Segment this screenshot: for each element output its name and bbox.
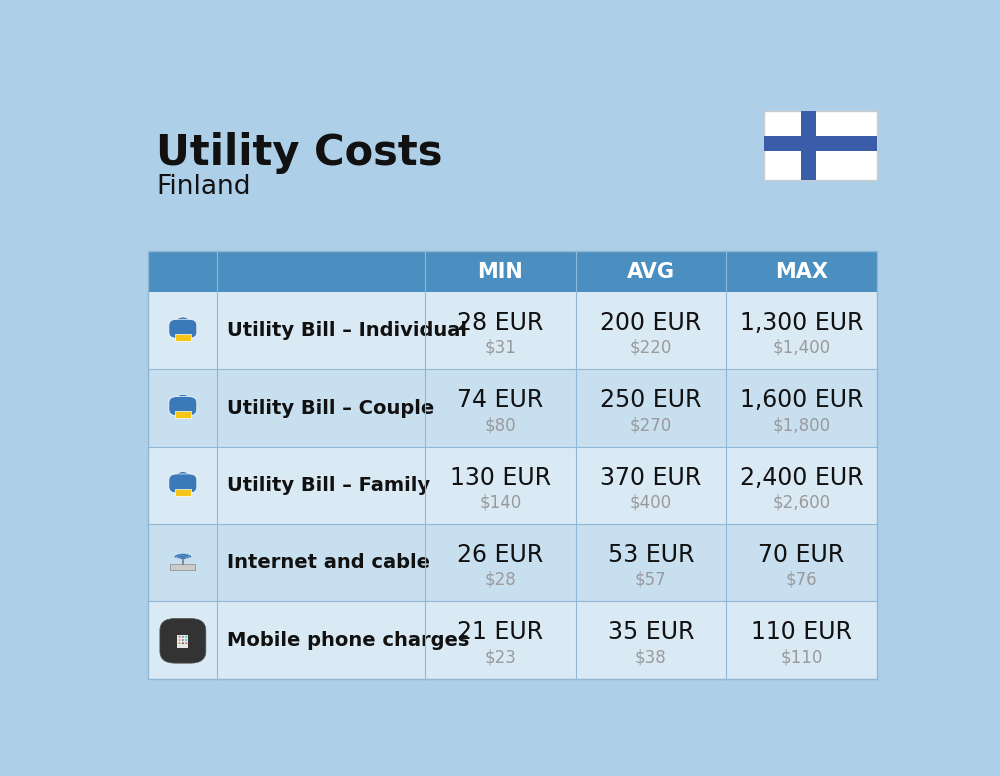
Text: 1,300 EUR: 1,300 EUR	[740, 311, 863, 335]
Text: $31: $31	[484, 339, 516, 357]
Text: $76: $76	[786, 570, 817, 589]
Text: AVG: AVG	[627, 262, 675, 282]
Text: MAX: MAX	[775, 262, 828, 282]
Bar	[764, 111, 877, 180]
FancyBboxPatch shape	[160, 618, 206, 663]
Bar	[148, 251, 877, 292]
FancyBboxPatch shape	[169, 397, 197, 416]
Bar	[148, 601, 877, 679]
Text: 28 EUR: 28 EUR	[457, 311, 544, 335]
Text: Utility Bill – Family: Utility Bill – Family	[227, 476, 430, 495]
Text: $80: $80	[485, 416, 516, 434]
Bar	[801, 111, 816, 180]
Text: 35 EUR: 35 EUR	[608, 620, 694, 644]
Circle shape	[185, 643, 187, 644]
Text: 250 EUR: 250 EUR	[600, 388, 702, 412]
Bar	[170, 564, 195, 570]
Text: Utility Bill – Individual: Utility Bill – Individual	[227, 321, 467, 340]
Text: 21 EUR: 21 EUR	[457, 620, 543, 644]
Text: Mobile phone charges: Mobile phone charges	[227, 631, 469, 650]
Text: 70 EUR: 70 EUR	[758, 543, 845, 567]
Text: $110: $110	[780, 648, 823, 666]
Bar	[175, 489, 191, 496]
Bar	[148, 251, 877, 679]
Text: 130 EUR: 130 EUR	[450, 466, 551, 490]
Circle shape	[182, 636, 184, 638]
Text: $1,400: $1,400	[772, 339, 831, 357]
FancyBboxPatch shape	[169, 319, 197, 338]
Circle shape	[175, 472, 190, 483]
Circle shape	[185, 639, 187, 641]
Text: MIN: MIN	[477, 262, 523, 282]
Text: 110 EUR: 110 EUR	[751, 620, 852, 644]
Text: 370 EUR: 370 EUR	[600, 466, 702, 490]
Text: $220: $220	[630, 339, 672, 357]
Text: $2,600: $2,600	[772, 494, 831, 511]
Text: 2,400 EUR: 2,400 EUR	[740, 466, 863, 490]
Circle shape	[175, 394, 190, 406]
Text: 53 EUR: 53 EUR	[608, 543, 694, 567]
Bar	[148, 447, 877, 524]
Bar	[148, 524, 877, 601]
Text: Finland: Finland	[156, 174, 250, 199]
Bar	[148, 292, 877, 369]
Circle shape	[178, 643, 181, 644]
Text: 1,600 EUR: 1,600 EUR	[740, 388, 863, 412]
Circle shape	[185, 636, 187, 638]
Text: Internet and cable: Internet and cable	[227, 553, 430, 572]
FancyBboxPatch shape	[169, 474, 197, 493]
Text: 26 EUR: 26 EUR	[457, 543, 543, 567]
Bar	[764, 136, 877, 151]
Text: 74 EUR: 74 EUR	[457, 388, 543, 412]
Text: $57: $57	[635, 570, 667, 589]
Circle shape	[182, 639, 184, 641]
Text: 200 EUR: 200 EUR	[600, 311, 702, 335]
Circle shape	[178, 639, 181, 641]
Circle shape	[178, 636, 181, 638]
Bar	[175, 411, 191, 418]
Bar	[177, 635, 188, 648]
Bar	[148, 369, 877, 447]
Text: $23: $23	[484, 648, 516, 666]
Circle shape	[182, 643, 184, 644]
Text: $400: $400	[630, 494, 672, 511]
Text: $140: $140	[479, 494, 521, 511]
Text: $28: $28	[484, 570, 516, 589]
Bar	[175, 334, 191, 341]
Text: $270: $270	[630, 416, 672, 434]
Text: $1,800: $1,800	[772, 416, 831, 434]
Circle shape	[175, 317, 190, 328]
Text: Utility Bill – Couple: Utility Bill – Couple	[227, 399, 434, 417]
Text: $38: $38	[635, 648, 667, 666]
Text: Utility Costs: Utility Costs	[156, 132, 442, 174]
